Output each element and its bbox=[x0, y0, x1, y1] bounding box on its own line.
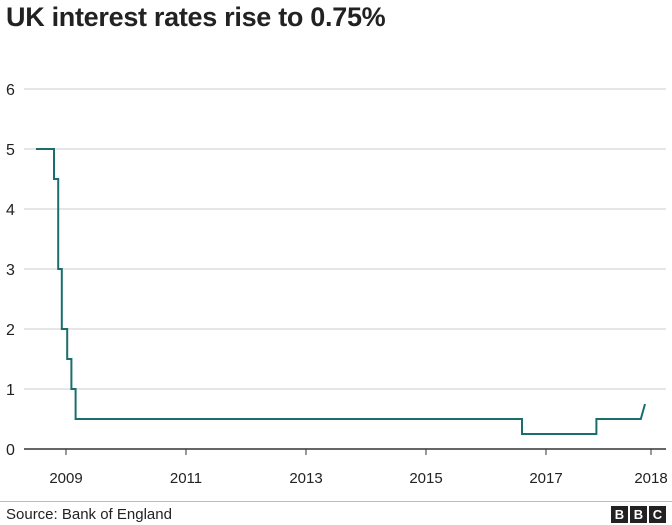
bbc-logo: B B C bbox=[611, 506, 666, 523]
logo-letter-b2: B bbox=[630, 506, 647, 523]
y-tick-label-0: 0 bbox=[6, 442, 15, 459]
x-tick-label-2018: 2018 bbox=[634, 470, 667, 487]
logo-letter-c: C bbox=[649, 506, 666, 523]
x-tick-label-2011: 2011 bbox=[170, 470, 202, 487]
x-axis-ticks: 2009 2011 2013 2015 2017 2018 bbox=[49, 449, 668, 487]
logo-letter-b1: B bbox=[611, 506, 628, 523]
y-axis-ticks: 0 1 2 3 4 5 6 bbox=[6, 82, 15, 459]
x-tick-label-2017: 2017 bbox=[529, 470, 562, 487]
footer-divider bbox=[0, 501, 672, 502]
series-layer bbox=[36, 148, 646, 435]
gridlines bbox=[24, 88, 666, 390]
y-tick-label-2: 2 bbox=[6, 322, 15, 339]
y-tick-label-1: 1 bbox=[6, 382, 15, 399]
x-tick-label-2015: 2015 bbox=[409, 470, 442, 487]
x-tick-label-2013: 2013 bbox=[289, 470, 322, 487]
series-line-0 bbox=[36, 148, 646, 435]
y-tick-label-6: 6 bbox=[6, 82, 15, 99]
y-tick-label-4: 4 bbox=[6, 202, 15, 219]
y-tick-label-3: 3 bbox=[6, 262, 15, 279]
y-tick-label-5: 5 bbox=[6, 142, 15, 159]
line-chart: 0 1 2 3 4 5 6 2009 2011 2013 2015 2017 2018 bbox=[6, 82, 668, 487]
x-tick-label-2009: 2009 bbox=[49, 470, 82, 487]
source-note: Source: Bank of England bbox=[6, 506, 172, 523]
chart-title: UK interest rates rise to 0.75% bbox=[6, 2, 386, 32]
